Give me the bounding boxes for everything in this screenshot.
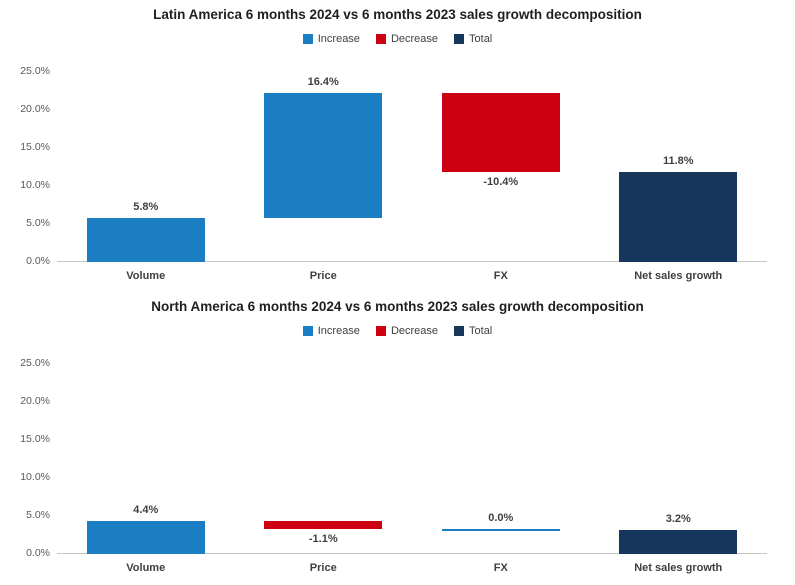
bar-net-sales-growth xyxy=(619,172,738,262)
chart-legend: Increase Decrease Total xyxy=(0,33,795,45)
data-label: 16.4% xyxy=(307,76,339,89)
legend-item-total: Total xyxy=(454,325,492,337)
x-axis-label: Net sales growth xyxy=(634,270,723,282)
y-axis-tick-label: 10.0% xyxy=(20,471,50,483)
legend-swatch-decrease xyxy=(375,34,386,44)
plot-area: 4.4% Volume -1.1% Price 0.0% FX 3.2% Net sales … xyxy=(57,364,767,574)
y-axis-tick-label: 0.0% xyxy=(26,255,50,267)
legend-label: Decrease xyxy=(390,325,439,337)
x-axis-label: FX xyxy=(493,562,508,574)
y-axis-tick-label: 20.0% xyxy=(20,103,50,115)
data-label: 4.4% xyxy=(133,503,159,516)
legend-label: Increase xyxy=(317,325,360,337)
plot-area: 5.8% Volume 16.4% Price -10.4% FX 11.8% Net sal… xyxy=(57,72,767,282)
legend-swatch-increase xyxy=(302,326,313,336)
x-axis-label: Volume xyxy=(126,270,166,282)
legend-label: Total xyxy=(469,325,493,337)
north-america-chart: North America 6 months 2024 vs 6 months … xyxy=(0,292,795,584)
bar-price xyxy=(264,520,383,529)
data-label: 5.8% xyxy=(133,200,159,213)
chart-title: Latin America 6 months 2024 vs 6 months … xyxy=(153,7,642,22)
data-label: -10.4% xyxy=(483,176,519,189)
legend-item-decrease: Decrease xyxy=(375,325,439,337)
y-axis-tick-label: 5.0% xyxy=(26,217,50,229)
bar-net-sales-growth xyxy=(619,529,738,554)
legend-item-decrease: Decrease xyxy=(375,33,439,45)
bar-volume xyxy=(86,520,205,554)
y-axis-tick-label: 25.0% xyxy=(20,65,50,77)
chart-title: North America 6 months 2024 vs 6 months … xyxy=(151,299,644,314)
y-axis-tick-label: 25.0% xyxy=(20,357,50,369)
y-axis-tick-label: 5.0% xyxy=(26,509,50,521)
x-axis-label: Volume xyxy=(126,562,166,574)
legend-label: Decrease xyxy=(390,33,439,45)
data-label: 11.8% xyxy=(662,155,694,168)
y-axis-tick-label: 20.0% xyxy=(20,395,50,407)
bar-fx xyxy=(441,528,560,531)
legend-swatch-decrease xyxy=(375,326,386,336)
x-axis-label: Price xyxy=(309,562,337,574)
y-axis-tick-label: 15.0% xyxy=(20,141,50,153)
data-label: 3.2% xyxy=(665,512,691,525)
y-axis-tick-label: 0.0% xyxy=(26,547,50,559)
bar-price xyxy=(264,93,383,218)
bar-fx xyxy=(441,93,560,173)
legend-label: Increase xyxy=(317,33,360,45)
legend-swatch-total xyxy=(454,34,465,44)
legend-label: Total xyxy=(469,33,493,45)
legend-item-increase: Increase xyxy=(302,33,360,45)
x-axis-label: Net sales growth xyxy=(634,562,723,574)
data-label: -1.1% xyxy=(308,532,338,545)
x-axis-label: Price xyxy=(309,270,337,282)
legend-swatch-increase xyxy=(302,34,313,44)
y-axis-tick-label: 10.0% xyxy=(20,179,50,191)
chart-legend: Increase Decrease Total xyxy=(0,325,795,337)
bar-volume xyxy=(86,217,205,262)
legend-item-increase: Increase xyxy=(302,325,360,337)
legend-swatch-total xyxy=(454,326,465,336)
data-label: 0.0% xyxy=(488,511,514,524)
x-axis-label: FX xyxy=(493,270,508,282)
y-axis-tick-label: 15.0% xyxy=(20,433,50,445)
legend-item-total: Total xyxy=(454,33,492,45)
latin-america-chart: Latin America 6 months 2024 vs 6 months … xyxy=(0,0,795,292)
